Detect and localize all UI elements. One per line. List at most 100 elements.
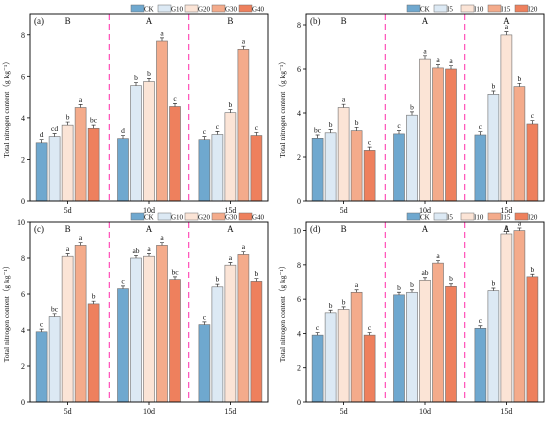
error-bar-G20-15d: [228, 109, 233, 113]
legend-label: G40: [252, 214, 265, 222]
plot-frame: [305, 221, 545, 403]
error-bar-G40-5d: [91, 300, 96, 304]
error-bar-G30-5d: [78, 104, 83, 108]
bar-CK-5d: [35, 331, 48, 403]
significance-letter: bc: [90, 116, 98, 125]
error-bar-I10-10d: [423, 55, 427, 60]
bar-G20-10d: [143, 255, 155, 403]
bar-G30-10d: [156, 40, 168, 202]
significance-letter: a: [505, 22, 509, 31]
error-bar-I20-15d: [530, 273, 535, 277]
bar-I15-5d: [350, 291, 363, 403]
bar-G40-15d: [250, 135, 263, 202]
bar-G10-10d: [130, 85, 142, 202]
y-tick-label: 4: [21, 114, 25, 123]
y-tick-label: 2: [21, 155, 25, 164]
significance-letter: c: [368, 323, 372, 332]
error-bar-G40-5d: [91, 124, 96, 129]
error-bar-I5-5d: [328, 309, 333, 313]
legend-swatch-G30: [211, 212, 226, 221]
legend-label: I15: [501, 214, 511, 222]
bar-CK-15d: [474, 134, 487, 202]
panel-label: (d): [310, 224, 321, 234]
error-bar-CK-5d: [315, 134, 320, 139]
legend-swatch-CK: [406, 212, 421, 221]
significance-letter: b: [410, 280, 414, 289]
y-tick-label: 10: [293, 227, 301, 236]
error-bar-G10-15d: [215, 131, 220, 135]
bar-G30-10d: [156, 245, 168, 403]
significance-letter: c: [121, 276, 125, 285]
bar-G20-5d: [61, 255, 74, 403]
significance-letter: d: [121, 126, 125, 135]
bar-I15-10d: [432, 262, 444, 403]
legend-label: CK: [420, 6, 430, 14]
significance-letter: b: [531, 265, 535, 274]
significance-letter: a: [66, 244, 70, 253]
error-bar-G30-10d: [160, 242, 164, 246]
bar-I5-15d: [487, 290, 500, 403]
y-tick-label: 0: [297, 197, 301, 206]
legend-swatch-I5: [433, 212, 448, 221]
significance-letter: b: [255, 269, 259, 278]
legend-swatch-CK: [406, 4, 421, 13]
x-tick-label: 15d: [224, 407, 236, 416]
error-bar-I15-10d: [436, 260, 440, 264]
error-bar-G10-5d: [52, 133, 57, 137]
significance-letter: c: [479, 122, 483, 131]
chart-panel-b: Total nitrogen content（g kg⁻¹） bcbabcB5dc…: [278, 4, 545, 215]
x-tick-label: 10d: [143, 407, 155, 416]
panel-label: (a): [34, 16, 44, 26]
bar-I10-10d: [419, 279, 431, 403]
y-tick-label: 8: [21, 254, 25, 263]
significance-letter: c: [255, 123, 259, 132]
bar-G20-15d: [224, 112, 237, 202]
group-letter: B: [227, 16, 233, 26]
error-bar-I20-10d: [449, 65, 453, 69]
legend-swatch-I5: [433, 4, 448, 13]
legend-label: I20: [528, 6, 538, 14]
error-bar-I5-10d: [410, 111, 414, 116]
error-bar-I5-15d: [491, 287, 496, 291]
bar-CK-15d: [474, 327, 487, 403]
bar-G30-5d: [74, 107, 87, 202]
bar-I15-15d: [513, 230, 526, 403]
group-letter: A: [227, 224, 234, 234]
bar-G40-15d: [250, 281, 263, 403]
error-bar-CK-10d: [397, 291, 401, 295]
group-letter: B: [65, 16, 71, 26]
error-bar-G20-5d: [65, 121, 70, 126]
significance-letter: a: [79, 95, 83, 104]
significance-letter: b: [147, 69, 151, 78]
y-axis-label: Total nitrogen content（g kg⁻¹）: [2, 57, 11, 157]
y-tick-label: 2: [21, 362, 25, 371]
bar-I20-15d: [526, 276, 539, 403]
x-tick-label: 5d: [340, 206, 348, 215]
x-tick-label: 5d: [64, 407, 72, 416]
y-tick-label: 4: [21, 326, 25, 335]
y-axis-label: Total nitrogen content（g kg⁻¹）: [278, 262, 287, 362]
bar-I5-5d: [324, 312, 337, 403]
y-tick-label: 8: [297, 261, 301, 270]
bar-I5-5d: [324, 132, 337, 202]
y-tick-label: 8: [297, 21, 301, 30]
bar-I20-10d: [445, 285, 457, 403]
error-bar-G10-5d: [52, 313, 57, 317]
y-tick-label: 6: [297, 65, 301, 74]
significance-letter: bc: [171, 267, 179, 276]
legend-label: G30: [225, 214, 238, 222]
significance-letter: a: [79, 233, 83, 242]
significance-letter: a: [518, 219, 522, 228]
significance-letter: b: [329, 301, 333, 310]
y-tick-label: 0: [21, 398, 25, 407]
bar-CK-5d: [311, 334, 324, 403]
error-bar-CK-15d: [478, 131, 483, 135]
error-bar-CK-15d: [202, 136, 207, 140]
significance-letter: b: [329, 120, 333, 129]
chart-panel-a: Total nitrogen content（g kg⁻¹） dcdbabcB5d…: [2, 4, 269, 215]
x-tick-label: 5d: [340, 407, 348, 416]
group-letter: B: [65, 224, 71, 234]
bar-G20-5d: [61, 124, 74, 202]
significance-letter: b: [397, 283, 401, 292]
